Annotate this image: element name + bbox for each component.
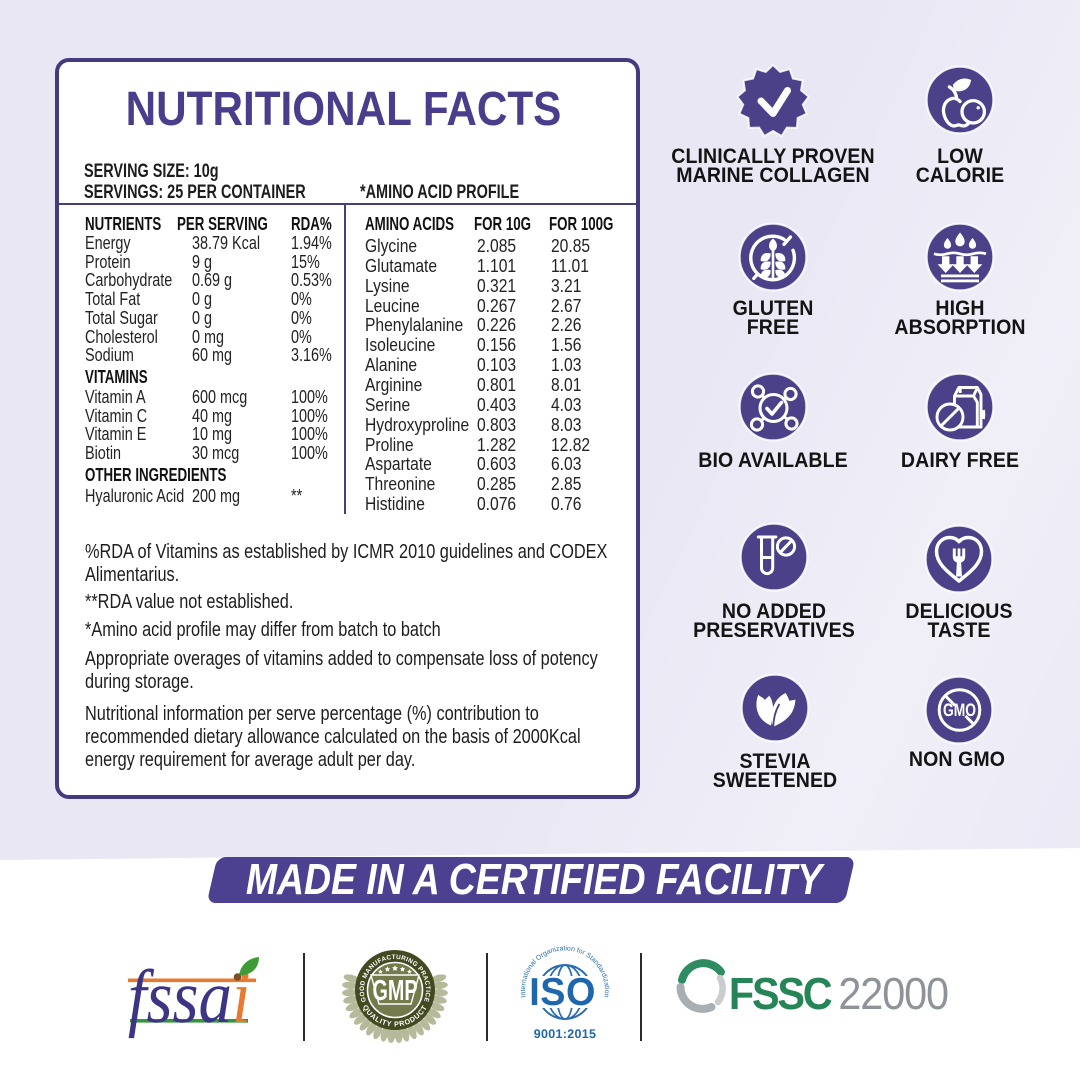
- svg-text:ISO: ISO: [529, 971, 596, 1014]
- svg-text:22000: 22000: [838, 968, 948, 1019]
- svg-text:GMO: GMO: [943, 700, 976, 720]
- svg-text:fssai: fssai: [128, 955, 251, 1039]
- svg-text:9001:2015: 9001:2015: [534, 1027, 596, 1041]
- svg-text:GMP: GMP: [373, 975, 418, 1007]
- svg-text:FSSC: FSSC: [729, 968, 832, 1019]
